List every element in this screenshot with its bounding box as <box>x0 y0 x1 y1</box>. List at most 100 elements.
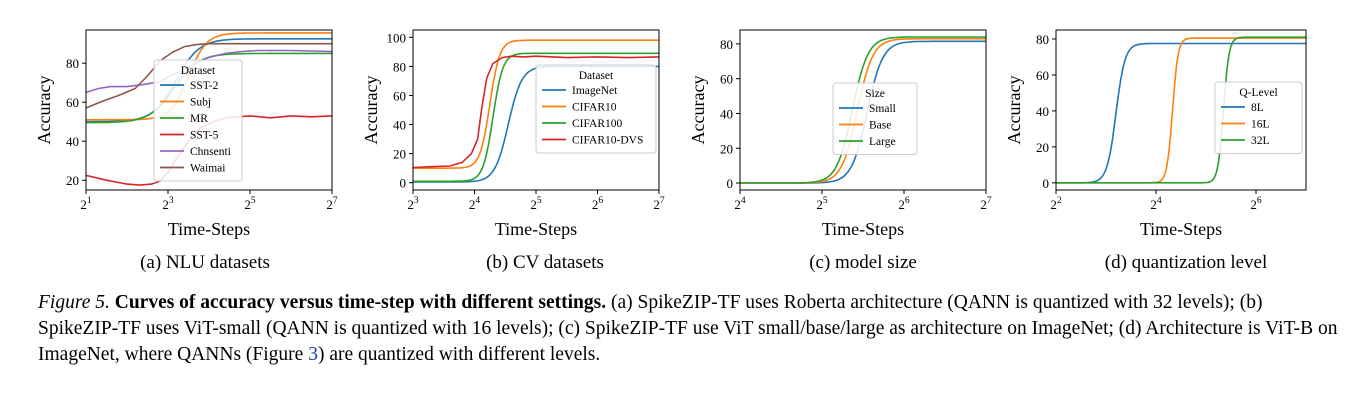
chart-panel-d: 0 20 40 60 80 22 24 26 Time-Steps Accuracy Q-Level… <box>1004 0 1348 250</box>
x-tick-label: 24 <box>734 196 746 212</box>
series-line-subj <box>86 32 332 121</box>
x-tick-label: 24 <box>1150 196 1162 212</box>
legend-title: Dataset <box>579 70 614 82</box>
y-tick-label: 40 <box>720 106 733 121</box>
legend-label-sst-5: SST-5 <box>190 130 219 142</box>
chart-cv-datasets: 0 20 40 60 80 100 23 24 25 26 27 Time-Steps Accuracy… <box>361 29 665 239</box>
caption-text-1: (a) SpikeZIP-TF uses Roberta architectur… <box>38 292 1338 365</box>
x-tick-exponent: 1 <box>87 196 92 206</box>
x-tick-label: 27 <box>326 196 338 212</box>
y-tick-label: 0 <box>400 176 407 191</box>
y-tick-label: 20 <box>393 147 406 162</box>
x-tick-label: 25 <box>530 196 542 212</box>
x-tick-label: 22 <box>1050 196 1062 212</box>
y-tick-label: 0 <box>727 176 734 191</box>
legend-label-large: Large <box>869 136 896 148</box>
figure-reference-link[interactable]: 3 <box>308 344 318 365</box>
y-tick-label: 40 <box>393 118 406 133</box>
x-tick-label: 25 <box>816 196 828 212</box>
axes-frame <box>739 29 987 191</box>
axes-frame <box>85 29 333 191</box>
figure-label: Figure 5. <box>38 292 110 313</box>
legend-label-waimai: Waimai <box>190 163 225 175</box>
x-tick-label: 27 <box>980 196 992 212</box>
legend-title: Size <box>865 88 885 100</box>
x-tick-label: 26 <box>898 196 910 212</box>
series-line-32l <box>1056 36 1306 184</box>
legend-label-base: Base <box>869 120 891 132</box>
legend-label-32l: 32L <box>1251 135 1270 147</box>
series-group <box>1056 36 1306 184</box>
legend-label-16l: 16L <box>1251 119 1270 131</box>
x-tick-exponent: 2 <box>1057 196 1062 206</box>
legend: Dataset ImageNet CIFAR10 CIFAR100 CIFAR10-DV… <box>535 64 657 154</box>
x-tick-exponent: 6 <box>1257 196 1262 206</box>
x-axis-label: Time-Steps <box>822 219 904 239</box>
y-tick-label: 20 <box>1036 140 1049 155</box>
x-tick-label: 26 <box>1250 196 1262 212</box>
legend-box <box>832 82 918 155</box>
legend-label-mr: MR <box>190 113 208 125</box>
subcaption-c: (c) model size <box>809 252 917 273</box>
legend-label-sst-2: SST-2 <box>190 80 219 92</box>
legend-label-8l: 8L <box>1251 102 1264 114</box>
x-tick-exponent: 5 <box>537 196 542 206</box>
y-tick-label: 60 <box>1036 68 1049 83</box>
series-line-large <box>740 36 986 184</box>
legend-label-chnsenti: Chnsenti <box>190 146 231 158</box>
x-tick-label: 27 <box>653 196 665 212</box>
y-axis-label: Accuracy <box>688 76 708 145</box>
chart-nlu-datasets: 20 40 60 80 21 23 25 27 Time-Steps Accuracy Datase… <box>34 29 338 239</box>
x-tick-exponent: 3 <box>169 196 174 206</box>
y-tick-label: 80 <box>66 56 79 71</box>
y-tick-label: 60 <box>66 95 79 110</box>
y-tick-label: 80 <box>393 59 406 74</box>
x-tick-exponent: 6 <box>905 196 910 206</box>
y-tick-label: 80 <box>1036 32 1049 47</box>
series-line-cifar10 <box>413 39 659 169</box>
legend-label-cifar100: CIFAR100 <box>572 118 623 130</box>
y-axis-label: Accuracy <box>1004 76 1024 145</box>
y-axis-label: Accuracy <box>34 76 54 145</box>
y-tick-label: 60 <box>720 72 733 87</box>
legend-label-imagenet: ImageNet <box>572 85 618 97</box>
y-tick-label: 100 <box>387 30 407 45</box>
subcaption-d: (d) quantization level <box>1104 252 1268 273</box>
legend: Size Small Base Large <box>832 82 918 155</box>
subcaption-b: (b) CV datasets <box>486 252 604 273</box>
x-tick-exponent: 7 <box>660 196 665 206</box>
legend-label-cifar10: CIFAR10 <box>572 102 617 114</box>
legend-label-subj: Subj <box>190 97 211 109</box>
x-axis-label: Time-Steps <box>1140 219 1222 239</box>
x-tick-label: 23 <box>407 196 419 212</box>
y-tick-label: 60 <box>393 88 406 103</box>
series-line-cifar100 <box>413 52 659 183</box>
x-tick-label: 23 <box>162 196 174 212</box>
y-tick-label: 40 <box>1036 104 1049 119</box>
axes-frame <box>1055 29 1307 191</box>
legend-box <box>1214 81 1303 154</box>
x-tick-exponent: 4 <box>475 196 480 206</box>
x-tick-exponent: 4 <box>741 196 746 206</box>
x-tick-exponent: 7 <box>333 196 338 206</box>
chart-panel-a: 20 40 60 80 21 23 25 27 Time-Steps Accuracy Datase… <box>0 0 340 250</box>
x-tick-exponent: 3 <box>414 196 419 206</box>
x-tick-label: 21 <box>80 196 92 212</box>
x-tick-exponent: 4 <box>1157 196 1162 206</box>
x-tick-exponent: 5 <box>251 196 256 206</box>
x-tick-exponent: 5 <box>823 196 828 206</box>
figure-title: Curves of accuracy versus time-step with… <box>114 292 607 313</box>
y-tick-label: 80 <box>720 37 733 52</box>
caption-text-2: ) are quantized with different levels. <box>317 344 601 365</box>
subcaption-a: (a) NLU datasets <box>140 252 270 273</box>
figure-caption: Figure 5. Curves of accuracy versus time… <box>38 290 1338 368</box>
legend-label-cifar10-dvs: CIFAR10-DVS <box>572 135 643 147</box>
x-tick-exponent: 6 <box>598 196 603 206</box>
legend-title: Dataset <box>181 65 216 77</box>
series-line-waimai <box>85 42 332 109</box>
chart-panel-c: 0 20 40 60 80 24 25 26 27 Time-Steps Accuracy Size S… <box>675 0 1015 250</box>
x-tick-label: 25 <box>244 196 256 212</box>
x-tick-label: 24 <box>469 196 481 212</box>
